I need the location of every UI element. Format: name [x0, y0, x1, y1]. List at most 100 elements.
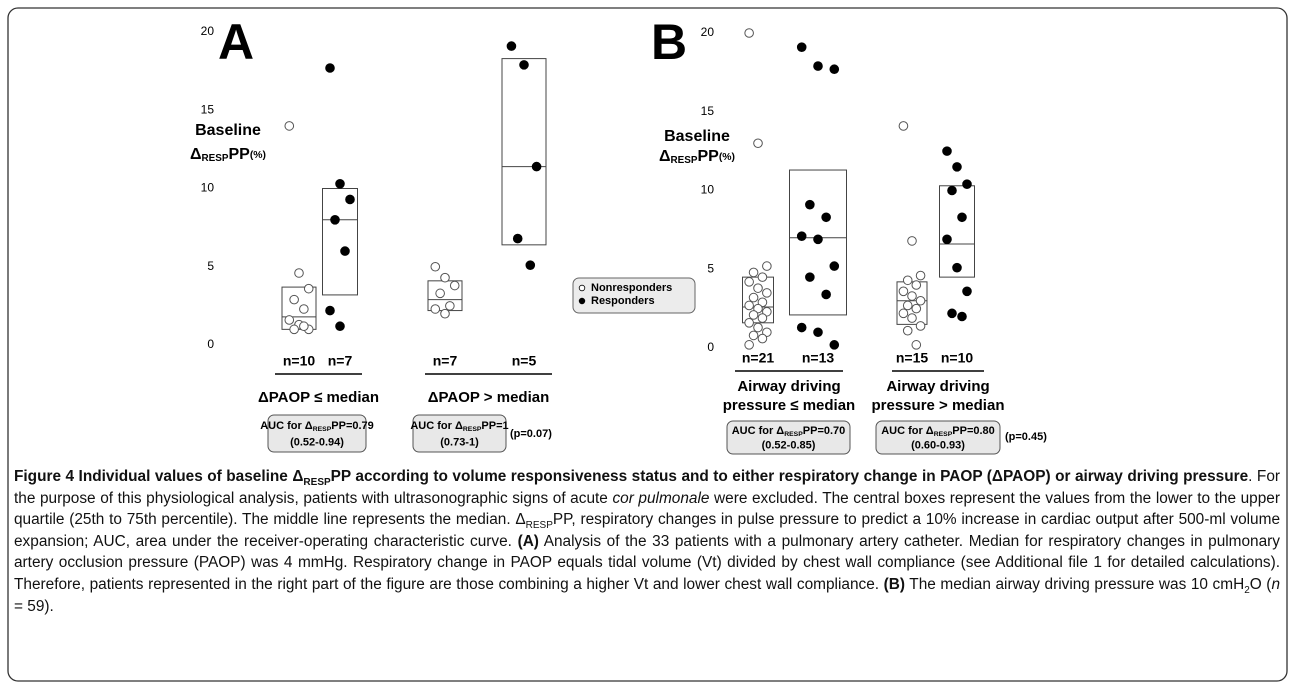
data-point	[813, 327, 823, 338]
text-part: (%)	[250, 150, 266, 161]
data-point	[525, 260, 536, 270]
data-point	[757, 313, 768, 323]
auc-ci: (0.60-0.93)	[911, 439, 965, 451]
y-tick-label: 20	[201, 24, 215, 38]
data-point	[748, 292, 759, 303]
text-part: Δ	[190, 146, 202, 163]
y-tick-label: 5	[707, 261, 714, 275]
text-part: PP	[697, 148, 719, 165]
auc-box	[412, 414, 507, 453]
subscript: RESP	[784, 431, 803, 438]
data-point	[957, 212, 967, 223]
auc-text: AUC for ΔRESPPP=0.70	[732, 425, 846, 438]
data-point	[911, 303, 922, 314]
caption-text: PP according to volume responsiveness st…	[330, 468, 1249, 485]
group-count: n=7	[433, 353, 458, 369]
group-title: pressure ≤ median	[723, 397, 855, 414]
data-point	[744, 28, 754, 38]
text-part: PP=0.80	[952, 425, 995, 437]
data-point	[744, 300, 754, 311]
text-part: PP	[228, 146, 250, 163]
legend-label: Responders	[591, 295, 655, 307]
data-point	[512, 233, 523, 244]
data-point	[813, 234, 823, 245]
data-point	[299, 321, 309, 332]
data-point	[430, 261, 441, 272]
data-point	[821, 289, 831, 300]
p-value: (p=0.45)	[1005, 431, 1047, 443]
data-point	[753, 138, 763, 149]
data-point	[744, 318, 754, 328]
y-tick-label: 15	[201, 102, 215, 116]
data-point	[957, 311, 967, 322]
data-point	[325, 63, 335, 73]
data-point	[952, 262, 962, 273]
caption-text: Figure 4 Individual values of baseline Δ	[14, 468, 304, 485]
panel-label: B	[651, 14, 687, 70]
data-point	[947, 185, 957, 196]
data-point	[829, 64, 840, 75]
data-point	[911, 340, 922, 350]
data-point	[898, 286, 909, 297]
caption: Figure 4 Individual values of baseline Δ…	[14, 466, 1280, 617]
data-point	[942, 146, 952, 156]
group-title: ΔPAOP > median	[428, 389, 550, 406]
data-point	[449, 280, 460, 291]
group-count: n=10	[283, 353, 316, 369]
data-point	[902, 275, 913, 286]
auc-ci: (0.73-1)	[440, 436, 479, 448]
data-point	[915, 270, 926, 281]
data-point	[506, 41, 517, 51]
caption-bold: (A)	[517, 532, 539, 550]
data-point	[796, 231, 807, 241]
group-count: n=10	[941, 350, 974, 366]
data-point	[299, 304, 309, 314]
data-point	[753, 283, 763, 293]
data-point	[757, 333, 768, 344]
legend-box	[572, 277, 696, 314]
subscript: RESP	[463, 426, 482, 433]
data-point	[915, 321, 926, 331]
caption-text: . For the purpose of this physiological …	[14, 468, 1281, 507]
iqr-box	[501, 58, 547, 246]
auc-ci: (0.52-0.85)	[762, 439, 816, 451]
data-point	[748, 267, 759, 278]
auc-ci: (0.52-0.94)	[290, 436, 344, 448]
text-part: AUC for Δ	[260, 420, 313, 432]
data-point	[898, 308, 909, 319]
p-value: (p=0.07)	[510, 428, 552, 440]
auc-box	[267, 414, 367, 453]
iqr-box	[322, 188, 358, 296]
data-point	[289, 324, 299, 335]
data-point	[942, 234, 952, 245]
data-point	[430, 304, 441, 314]
auc-box	[726, 420, 851, 455]
frame	[7, 7, 1288, 682]
data-point	[440, 308, 450, 319]
data-point	[762, 261, 772, 271]
data-point	[335, 179, 345, 189]
data-point	[907, 313, 917, 323]
group-title: ΔPAOP ≤ median	[258, 389, 379, 406]
y-tick-label: 5	[207, 259, 214, 273]
data-point	[762, 288, 772, 298]
data-point	[435, 288, 445, 299]
subscript: RESP	[671, 155, 698, 166]
y-axis-label: Baseline	[195, 122, 261, 139]
caption-bold: (B)	[883, 575, 905, 593]
caption-text: PP, respiratory changes in pulse pressur…	[14, 511, 1280, 550]
data-point	[962, 179, 972, 189]
group-count: n=13	[802, 350, 835, 366]
panel-label: A	[218, 14, 254, 70]
data-point	[947, 308, 957, 319]
data-point	[294, 268, 304, 278]
y-tick-label: 0	[207, 337, 214, 351]
data-point	[915, 295, 926, 306]
data-point	[284, 121, 295, 131]
data-point	[813, 61, 823, 71]
text-part: AUC for Δ	[732, 425, 785, 437]
text-part: AUC for Δ	[410, 420, 463, 432]
data-point	[829, 261, 840, 271]
iqr-box	[939, 185, 975, 278]
